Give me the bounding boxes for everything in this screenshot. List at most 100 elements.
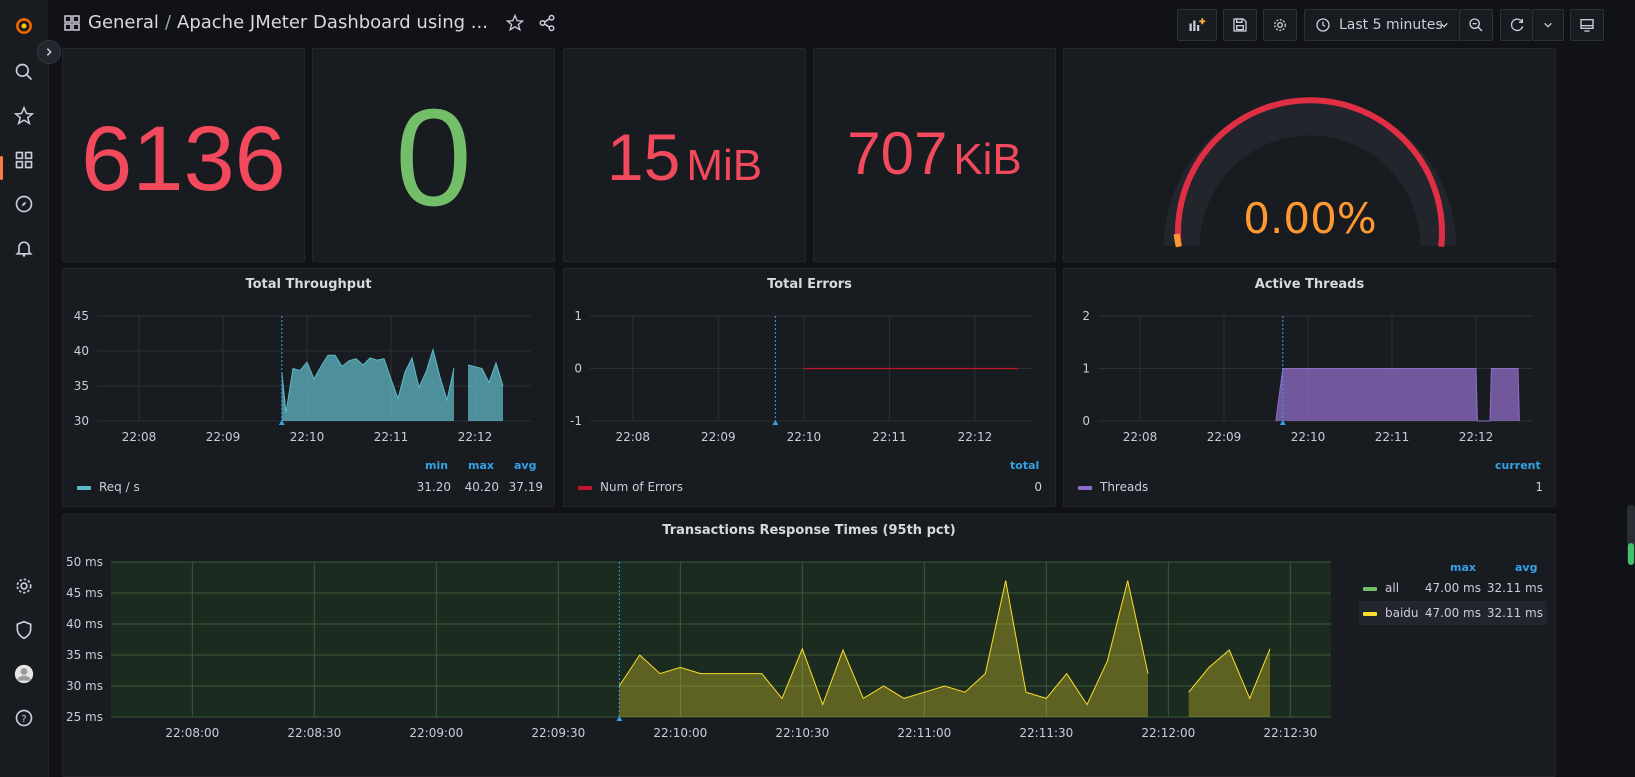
panel-active-threads[interactable]: Active Threads 0 1 2 22:08 22:09 22:10 22:11 22… — [1063, 268, 1556, 507]
help-icon[interactable]: ? — [12, 706, 36, 730]
grafana-logo-icon[interactable] — [12, 14, 36, 38]
cycle-view-mode-button[interactable] — [1570, 9, 1604, 41]
scrollbar-thumb[interactable] — [1628, 543, 1634, 565]
stat-value-sent: 707 KiB — [814, 119, 1055, 188]
y-tick-label: 2 — [1082, 309, 1090, 323]
stat-value-received: 15 MiB — [564, 119, 805, 195]
series-area — [619, 580, 1148, 717]
legend-value-all-max: 47.00 ms — [1424, 581, 1481, 595]
legend-header-total: total — [1010, 459, 1040, 472]
alerting-bell-icon[interactable] — [12, 236, 36, 260]
stat-panel-received-bytes[interactable]: 15 MiB — [563, 48, 806, 262]
save-dashboard-button[interactable] — [1223, 9, 1257, 41]
panel-title-errors: Total Errors — [767, 277, 852, 292]
panel-title-throughput: Total Throughput — [245, 277, 372, 292]
response-times-chart: 25 ms 30 ms 35 ms 40 ms 45 ms 50 ms 22:08:00 22… — [66, 555, 1331, 740]
legend-item-req[interactable]: Req / s — [77, 480, 140, 494]
refresh-button[interactable] — [1500, 9, 1532, 41]
legend-label: all — [1385, 581, 1400, 595]
stat-panel-total-requests[interactable]: 6136 — [62, 48, 305, 262]
panel-total-errors[interactable]: Total Errors -1 0 1 22:08 22:09 22:10 22:11 22:… — [563, 268, 1056, 507]
x-tick-label: 22:08 — [122, 430, 157, 444]
legend-item-baidu[interactable]: baidu — [1363, 606, 1419, 620]
series-line — [467, 361, 504, 387]
legend-swatch — [77, 485, 91, 490]
breadcrumb-folder[interactable]: General — [88, 12, 159, 33]
x-tick-label: 22:09:00 — [409, 726, 463, 740]
search-icon[interactable] — [12, 60, 36, 84]
annotation-marker — [772, 420, 779, 425]
x-tick-label: 22:11 — [1375, 430, 1410, 444]
legend-row-highlight — [1359, 601, 1547, 625]
y-tick-label: 1 — [574, 309, 582, 323]
share-icon[interactable] — [538, 14, 556, 32]
x-tick-label: 22:12 — [1459, 430, 1494, 444]
legend-label: Num of Errors — [600, 480, 683, 494]
gauge-threshold-arc — [1175, 97, 1445, 248]
x-tick-label: 22:10 — [1291, 430, 1326, 444]
x-tick-label: 22:10 — [787, 430, 822, 444]
starred-icon[interactable] — [12, 104, 36, 128]
page-scrollbar[interactable] — [1627, 505, 1635, 565]
zoom-out-button[interactable] — [1459, 9, 1493, 41]
time-picker-button[interactable]: Last 5 minutes — [1304, 9, 1459, 41]
legend-item-threads[interactable]: Threads — [1078, 480, 1148, 494]
stat-panel-failed-requests[interactable]: 0 — [312, 48, 555, 262]
y-tick-label: 45 ms — [66, 586, 103, 600]
x-tick-label: 22:08:00 — [165, 726, 219, 740]
x-tick-label: 22:09 — [1207, 430, 1242, 444]
y-tick-label: 0 — [1082, 414, 1090, 428]
stat-panel-sent-bytes[interactable]: 707 KiB — [813, 48, 1056, 262]
dashboards-icon[interactable] — [12, 148, 36, 172]
top-navbar: General / Apache JMeter Dashboard using … — [48, 0, 1635, 50]
add-panel-button[interactable] — [1177, 9, 1217, 41]
gauge-threshold-start — [1173, 233, 1182, 248]
clock-icon — [1316, 18, 1330, 32]
y-tick-label: 1 — [1082, 362, 1090, 376]
expand-sidebar-button[interactable] — [37, 40, 61, 64]
series-line — [1188, 648, 1271, 700]
legend-label: baidu — [1385, 606, 1419, 620]
panel-response-times[interactable]: Transactions Response Times (95th pct) 2… — [62, 514, 1556, 777]
dashboard-title[interactable]: Apache JMeter Dashboard using ... — [177, 12, 488, 33]
dashboard-settings-button[interactable] — [1263, 9, 1297, 41]
panel-total-throughput[interactable]: Total Throughput 30 35 40 45 22:08 22:09 22:10… — [62, 268, 555, 507]
panel-title-response: Transactions Response Times (95th pct) — [662, 523, 956, 538]
x-tick-label: 22:11 — [872, 430, 907, 444]
configuration-gear-icon[interactable] — [12, 574, 36, 598]
star-favorite-icon[interactable] — [505, 13, 524, 32]
time-range-label: Last 5 minutes — [1339, 17, 1443, 33]
sidebar: ? — [0, 0, 49, 777]
refresh-interval-dropdown[interactable] — [1532, 9, 1564, 41]
x-tick-label: 22:11:30 — [1019, 726, 1073, 740]
y-tick-label: 25 ms — [66, 710, 103, 724]
legend-header-avg: avg — [514, 459, 537, 472]
stat-value-requests: 6136 — [81, 108, 286, 210]
legend-item-errors[interactable]: Num of Errors — [578, 480, 683, 494]
legend-label: Req / s — [99, 480, 140, 494]
legend-value-min: 31.20 — [416, 480, 451, 494]
series-area — [468, 362, 503, 421]
stat-value-failures: 0 — [395, 81, 472, 235]
y-tick-label: 35 — [74, 379, 89, 393]
legend-item-all[interactable]: all — [1363, 581, 1399, 595]
stat-received-number: 15 — [606, 120, 681, 194]
explore-icon[interactable] — [12, 192, 36, 216]
y-tick-label: 40 ms — [66, 617, 103, 631]
legend-value-max: 40.20 — [464, 480, 499, 494]
legend-swatch — [1078, 485, 1092, 490]
x-tick-label: 22:09:30 — [531, 726, 585, 740]
y-tick-label: 50 ms — [66, 555, 103, 569]
annotation-marker — [1279, 420, 1286, 425]
svg-text:?: ? — [21, 714, 26, 725]
x-tick-label: 22:12 — [958, 430, 993, 444]
x-tick-label: 22:08 — [1123, 430, 1158, 444]
user-avatar[interactable] — [12, 662, 36, 686]
server-admin-shield-icon[interactable] — [12, 618, 36, 642]
gauge-panel-error-rate[interactable]: 0.00% — [1063, 48, 1556, 262]
gauge-chart: 0.00% — [1163, 97, 1457, 248]
legend-value-baidu-avg: 32.11 ms — [1486, 606, 1543, 620]
legend-value-current: 1 — [1535, 480, 1543, 494]
legend-header-avg: avg — [1515, 561, 1538, 574]
series-line — [1275, 368, 1520, 422]
